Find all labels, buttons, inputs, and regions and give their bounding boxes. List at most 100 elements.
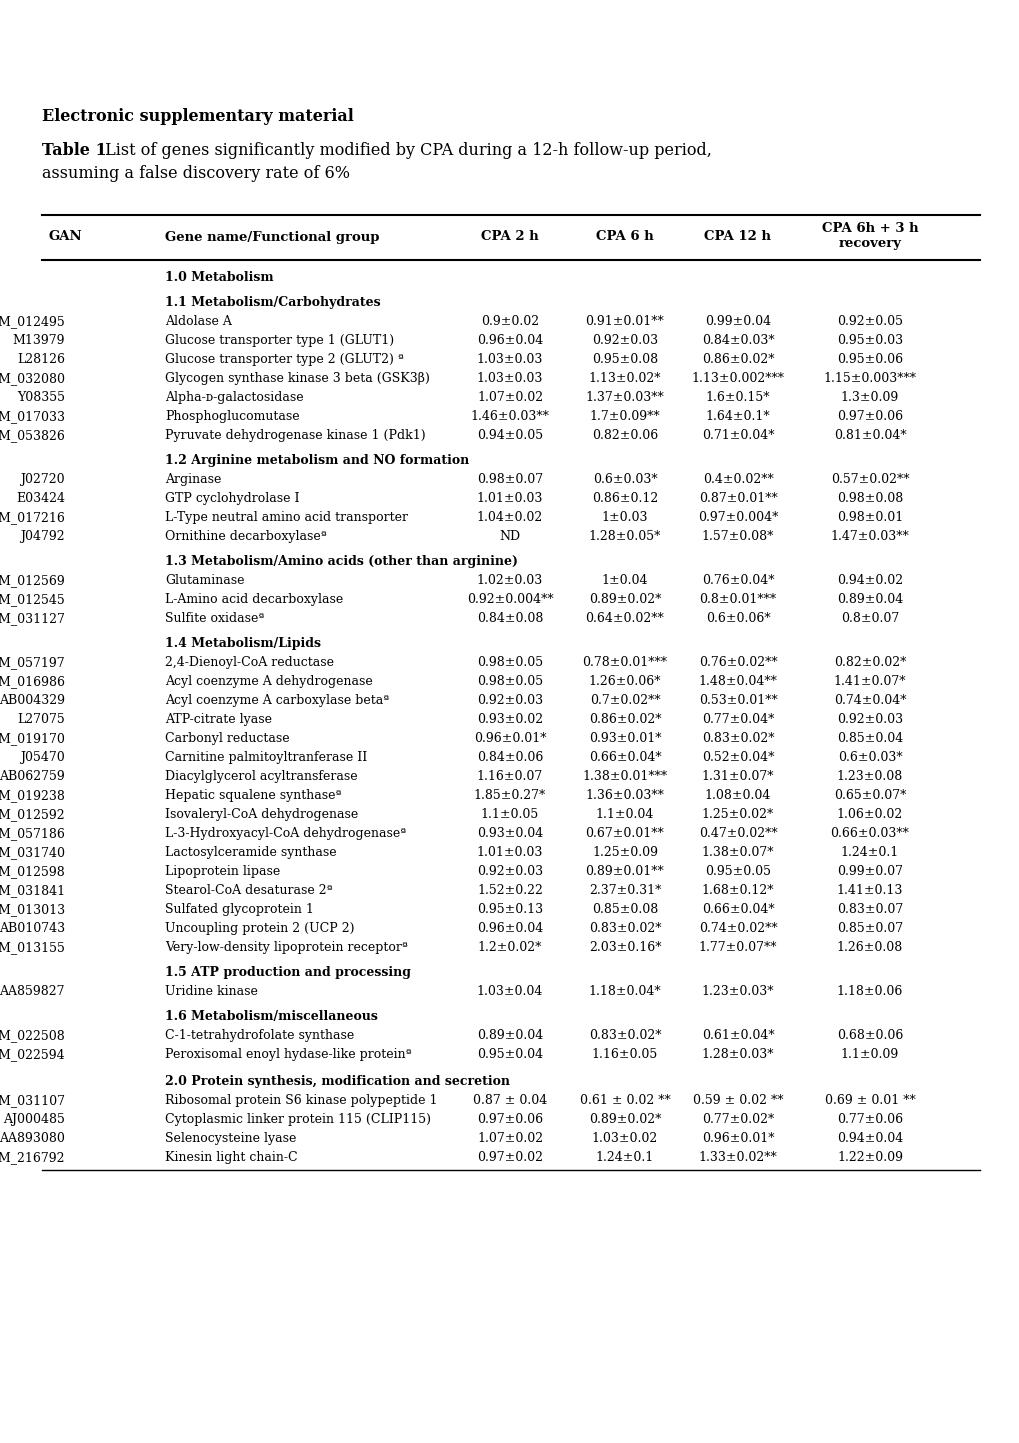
Text: 0.52±0.04*: 0.52±0.04*: [701, 750, 773, 763]
Text: 0.99±0.07: 0.99±0.07: [837, 864, 902, 877]
Text: 1.03±0.03: 1.03±0.03: [476, 372, 543, 385]
Text: 1.85±0.27*: 1.85±0.27*: [474, 789, 545, 802]
Text: 0.86±0.02*: 0.86±0.02*: [588, 713, 660, 726]
Text: 0.96±0.01*: 0.96±0.01*: [473, 732, 546, 745]
Text: 1.23±0.08: 1.23±0.08: [836, 771, 902, 784]
Text: 1.13±0.002***: 1.13±0.002***: [691, 372, 784, 385]
Text: 1.1±0.04: 1.1±0.04: [595, 808, 653, 821]
Text: 1.18±0.06: 1.18±0.06: [836, 986, 902, 999]
Text: 1.1 Metabolism/Carbohydrates: 1.1 Metabolism/Carbohydrates: [165, 296, 380, 309]
Text: 2.0 Protein synthesis, modification and secretion: 2.0 Protein synthesis, modification and …: [165, 1075, 510, 1088]
Text: List of genes significantly modified by CPA during a 12-h follow-up period,: List of genes significantly modified by …: [100, 141, 711, 159]
Text: 0.85±0.08: 0.85±0.08: [591, 903, 657, 916]
Text: NM_031740: NM_031740: [0, 846, 65, 859]
Text: 0.65±0.07*: 0.65±0.07*: [833, 789, 905, 802]
Text: XM_216792: XM_216792: [0, 1152, 65, 1165]
Text: M13979: M13979: [12, 333, 65, 346]
Text: assuming a false discovery rate of 6%: assuming a false discovery rate of 6%: [42, 165, 350, 182]
Text: 0.89±0.04: 0.89±0.04: [836, 593, 902, 606]
Text: Ribosomal protein S6 kinase polypeptide 1: Ribosomal protein S6 kinase polypeptide …: [165, 1094, 437, 1107]
Text: 0.8±0.07: 0.8±0.07: [840, 612, 898, 625]
Text: 0.83±0.07: 0.83±0.07: [836, 903, 902, 916]
Text: 1.16±0.05: 1.16±0.05: [591, 1048, 657, 1061]
Text: 1.46±0.03**: 1.46±0.03**: [470, 410, 549, 423]
Text: NM_017033: NM_017033: [0, 410, 65, 423]
Text: 1.52±0.22: 1.52±0.22: [477, 885, 542, 898]
Text: 1.3 Metabolism/Amino acids (other than arginine): 1.3 Metabolism/Amino acids (other than a…: [165, 556, 518, 569]
Text: 0.74±0.04*: 0.74±0.04*: [833, 694, 905, 707]
Text: Acyl coenzyme A carboxylase betaª: Acyl coenzyme A carboxylase betaª: [165, 694, 388, 707]
Text: 1.25±0.02*: 1.25±0.02*: [701, 808, 773, 821]
Text: 0.94±0.04: 0.94±0.04: [836, 1131, 902, 1144]
Text: 2.03±0.16*: 2.03±0.16*: [588, 941, 660, 954]
Text: AJ000485: AJ000485: [3, 1113, 65, 1126]
Text: CPA 6h + 3 h: CPA 6h + 3 h: [821, 222, 917, 235]
Text: 0.83±0.02*: 0.83±0.02*: [588, 1029, 660, 1042]
Text: 0.91±0.01**: 0.91±0.01**: [585, 315, 663, 328]
Text: Isovaleryl-CoA dehydrogenase: Isovaleryl-CoA dehydrogenase: [165, 808, 358, 821]
Text: 0.85±0.04: 0.85±0.04: [836, 732, 902, 745]
Text: C-1-tetrahydrofolate synthase: C-1-tetrahydrofolate synthase: [165, 1029, 354, 1042]
Text: L-3-Hydroxyacyl-CoA dehydrogenaseª: L-3-Hydroxyacyl-CoA dehydrogenaseª: [165, 827, 406, 840]
Text: 0.92±0.03: 0.92±0.03: [477, 694, 542, 707]
Text: 0.97±0.06: 0.97±0.06: [837, 410, 902, 423]
Text: 1.06±0.02: 1.06±0.02: [836, 808, 902, 821]
Text: Lactosylceramide synthase: Lactosylceramide synthase: [165, 846, 336, 859]
Text: 0.9±0.02: 0.9±0.02: [481, 315, 538, 328]
Text: 1.22±0.09: 1.22±0.09: [837, 1152, 902, 1165]
Text: 0.82±0.02*: 0.82±0.02*: [833, 657, 905, 670]
Text: 0.53±0.01**: 0.53±0.01**: [698, 694, 776, 707]
Text: Phosphoglucomutase: Phosphoglucomutase: [165, 410, 300, 423]
Text: 1±0.04: 1±0.04: [601, 574, 648, 587]
Text: NM_016986: NM_016986: [0, 675, 65, 688]
Text: 0.47±0.02**: 0.47±0.02**: [698, 827, 776, 840]
Text: Diacylglycerol acyltransferase: Diacylglycerol acyltransferase: [165, 771, 358, 784]
Text: Stearol-CoA desaturase 2ª: Stearol-CoA desaturase 2ª: [165, 885, 332, 898]
Text: NM_032080: NM_032080: [0, 372, 65, 385]
Text: Table 1: Table 1: [42, 141, 107, 159]
Text: ND: ND: [499, 530, 520, 543]
Text: 0.96±0.04: 0.96±0.04: [477, 922, 542, 935]
Text: 0.89±0.04: 0.89±0.04: [477, 1029, 542, 1042]
Text: 0.98±0.01: 0.98±0.01: [836, 511, 902, 524]
Text: 1.68±0.12*: 1.68±0.12*: [701, 885, 773, 898]
Text: Ornithine decarboxylaseª: Ornithine decarboxylaseª: [165, 530, 326, 543]
Text: 0.4±0.02**: 0.4±0.02**: [702, 473, 772, 486]
Text: 1.4 Metabolism/Lipids: 1.4 Metabolism/Lipids: [165, 636, 321, 649]
Text: 1.33±0.02**: 1.33±0.02**: [698, 1152, 776, 1165]
Text: CPA 6 h: CPA 6 h: [595, 231, 653, 244]
Text: 0.77±0.04*: 0.77±0.04*: [701, 713, 773, 726]
Text: AB010743: AB010743: [0, 922, 65, 935]
Text: 0.6±0.06*: 0.6±0.06*: [705, 612, 769, 625]
Text: 0.93±0.01*: 0.93±0.01*: [588, 732, 660, 745]
Text: 0.98±0.05: 0.98±0.05: [477, 675, 542, 688]
Text: 1.2 Arginine metabolism and NO formation: 1.2 Arginine metabolism and NO formation: [165, 455, 469, 468]
Text: 1.57±0.08*: 1.57±0.08*: [701, 530, 773, 543]
Text: 0.92±0.03: 0.92±0.03: [591, 333, 657, 346]
Text: 0.95±0.05: 0.95±0.05: [704, 864, 770, 877]
Text: 1.03±0.03: 1.03±0.03: [476, 354, 543, 367]
Text: NM_012592: NM_012592: [0, 808, 65, 821]
Text: 1.36±0.03**: 1.36±0.03**: [585, 789, 663, 802]
Text: Selenocysteine lyase: Selenocysteine lyase: [165, 1131, 297, 1144]
Text: ATP-citrate lyase: ATP-citrate lyase: [165, 713, 272, 726]
Text: 0.61±0.04*: 0.61±0.04*: [701, 1029, 773, 1042]
Text: 1.07±0.02: 1.07±0.02: [477, 391, 542, 404]
Text: 1.41±0.07*: 1.41±0.07*: [833, 675, 905, 688]
Text: E03424: E03424: [16, 492, 65, 505]
Text: AB004329: AB004329: [0, 694, 65, 707]
Text: NM_017216: NM_017216: [0, 511, 65, 524]
Text: 0.95±0.13: 0.95±0.13: [477, 903, 542, 916]
Text: Uridine kinase: Uridine kinase: [165, 986, 258, 999]
Text: 0.71±0.04*: 0.71±0.04*: [701, 429, 773, 442]
Text: 0.66±0.03**: 0.66±0.03**: [829, 827, 909, 840]
Text: 0.94±0.02: 0.94±0.02: [837, 574, 902, 587]
Text: 1.38±0.07*: 1.38±0.07*: [701, 846, 773, 859]
Text: 0.66±0.04*: 0.66±0.04*: [588, 750, 660, 763]
Text: NM_013013: NM_013013: [0, 903, 65, 916]
Text: 2,4-Dienoyl-CoA reductase: 2,4-Dienoyl-CoA reductase: [165, 657, 333, 670]
Text: 1.28±0.05*: 1.28±0.05*: [588, 530, 660, 543]
Text: 0.89±0.02*: 0.89±0.02*: [588, 1113, 660, 1126]
Text: 0.99±0.04: 0.99±0.04: [704, 315, 770, 328]
Text: 1.25±0.09: 1.25±0.09: [591, 846, 657, 859]
